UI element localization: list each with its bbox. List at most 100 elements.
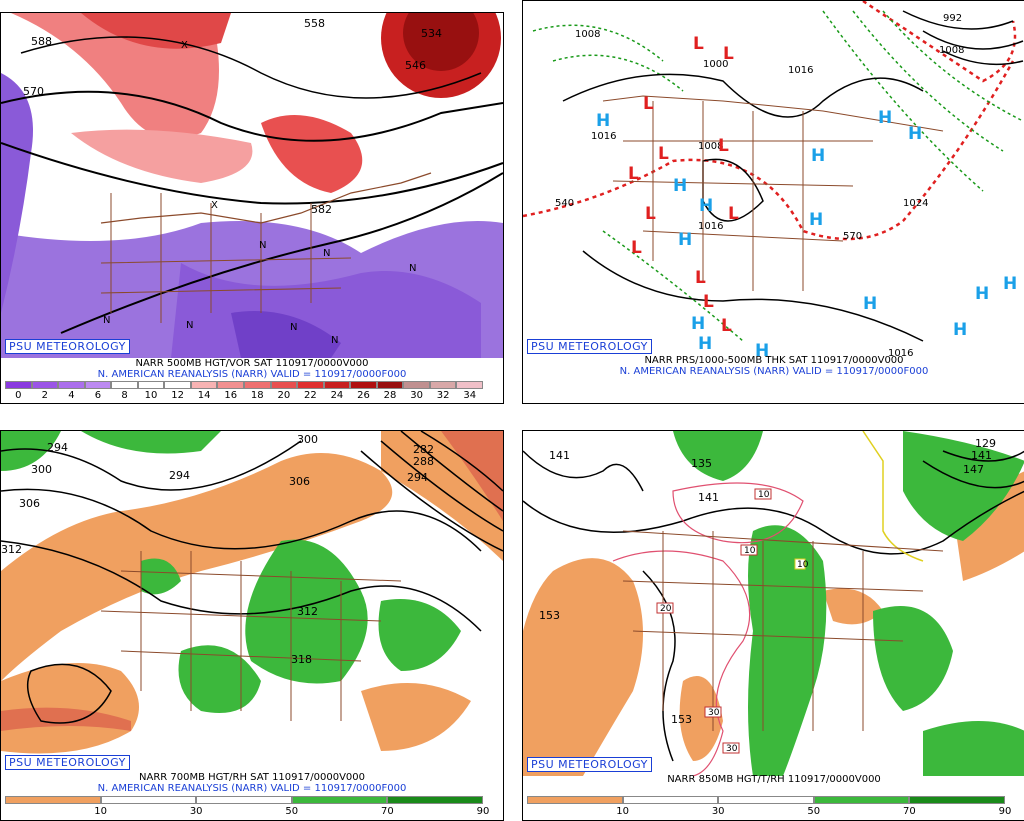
height-contour: [1, 142, 503, 205]
color-scale: [5, 796, 483, 804]
vort-purple-region: [231, 311, 341, 358]
isobar-label: 1008: [939, 45, 964, 56]
height-contour: [1, 488, 482, 552]
color-scale-swatch: [403, 381, 430, 389]
color-scale-swatch: [376, 381, 404, 389]
rh-dry-region: [953, 471, 1024, 581]
color-scale-label: 16: [224, 390, 238, 401]
color-scale-swatch: [909, 796, 1005, 804]
rh-moist-region: [903, 431, 1024, 541]
rh-dry-region: [441, 431, 503, 521]
vort-min-marker: N: [259, 240, 266, 251]
low-pressure-marker: L: [728, 204, 739, 224]
color-scale-label: 10: [616, 806, 629, 817]
rh-moist-region: [245, 539, 368, 684]
color-scale: [527, 796, 1005, 804]
rh-moist-region: [178, 645, 261, 713]
psu-meteorology-label: PSU METEOROLOGY: [5, 755, 130, 770]
low-pressure-marker: L: [723, 44, 734, 64]
contour-label: 141: [698, 491, 719, 504]
isobar-label: 1024: [903, 198, 928, 209]
color-scale-label: 18: [250, 390, 264, 401]
low-pressure-marker: L: [658, 144, 669, 164]
color-scale-swatch: [137, 381, 165, 389]
isobar: [582, 250, 924, 342]
isobar-label: 992: [943, 13, 962, 24]
isobar-label: 1016: [698, 221, 723, 232]
high-pressure-marker: H: [673, 176, 687, 196]
rh-dry-region: [361, 683, 471, 751]
contour-label: 141: [971, 449, 992, 462]
color-scale: [5, 381, 483, 389]
color-scale-label: 30: [711, 806, 725, 817]
psu-meteorology-label: PSU METEOROLOGY: [527, 339, 652, 354]
high-pressure-marker: H: [1003, 274, 1017, 294]
contour-label: 282: [413, 443, 434, 456]
high-pressure-marker: H: [755, 341, 769, 356]
isobar: [562, 73, 924, 118]
color-scale-label: 2: [41, 390, 49, 401]
rh-moist-region: [748, 525, 827, 776]
high-pressure-marker: H: [953, 320, 967, 340]
color-scale-labels: 0 2 4 6 8 10 12 14 16 18 20 22 24 26 28 30 32 34: [5, 390, 483, 402]
color-scale-swatch: [164, 381, 191, 389]
contour-label: 546: [405, 59, 426, 72]
color-scale-label: 10: [94, 806, 107, 817]
isobar: [702, 158, 764, 222]
high-pressure-marker: H: [809, 210, 823, 230]
high-pressure-marker: H: [678, 230, 692, 250]
rh-dry-region: [523, 558, 643, 776]
vort-max-marker: X: [211, 200, 218, 211]
low-pressure-marker: L: [718, 136, 729, 156]
color-scale-label: 14: [197, 390, 211, 401]
color-scale-label: 6: [94, 390, 102, 401]
color-scale-swatch: [323, 381, 351, 389]
panel-subtitle: N. AMERICAN REANALYSIS (NARR) VALID = 11…: [97, 783, 407, 794]
color-scale-swatch: [111, 381, 138, 389]
rh-dry-region: [1, 453, 393, 681]
isobar-label: 1016: [788, 65, 813, 76]
vort-min-marker: N: [290, 322, 297, 333]
height-contour: [523, 450, 644, 492]
vort-red-region: [81, 13, 231, 49]
vort-min-marker: N: [331, 335, 338, 346]
contour-label: 147: [963, 463, 984, 476]
rh-moist-region: [378, 599, 461, 671]
isotherm-label: 10: [797, 560, 809, 570]
color-scale-label: 32: [436, 390, 450, 401]
thickness-contour: [532, 10, 1024, 342]
state-borders: [110, 193, 312, 323]
rh-moist-region: [81, 431, 221, 454]
color-scale-label: 26: [357, 390, 370, 401]
panel-pressure-thickness: 1008 1016 1000 1008 992 1016 1024 1016 1…: [522, 0, 1024, 404]
vort-max-marker: X: [181, 40, 188, 51]
color-scale-swatch: [387, 796, 483, 804]
height-contour: [360, 431, 503, 552]
color-scale-swatch: [291, 796, 388, 804]
color-scale-swatch: [217, 381, 244, 389]
color-scale-swatch: [190, 381, 218, 389]
isotherm: [672, 482, 804, 544]
isotherm-label: 10: [744, 546, 756, 556]
isotherm-freezing: [862, 431, 924, 562]
rh-850mb-map: 141 135 141 153 153 129 141 147 10 10 20…: [523, 431, 1024, 776]
low-pressure-marker: L: [643, 94, 654, 114]
color-scale-label: 30: [410, 390, 423, 401]
high-pressure-marker: H: [863, 294, 877, 314]
color-scale-swatch: [58, 381, 85, 389]
contour-label: 294: [169, 469, 190, 482]
height-contour: [60, 172, 503, 334]
color-scale-swatch: [100, 796, 197, 804]
contour-label: 534: [421, 27, 442, 40]
vorticity-map: 558 546 570 588 582 534 N N N N N N N X …: [1, 13, 503, 358]
isobar: [902, 10, 1024, 66]
color-scale-label: 50: [285, 806, 299, 817]
contour-label: 318: [291, 653, 312, 666]
contour-label: 294: [47, 441, 68, 454]
color-scale-label: 12: [171, 390, 184, 401]
color-scale-swatch: [527, 796, 623, 804]
isotherm-label: 30: [708, 708, 720, 718]
color-scale-label: 10: [144, 390, 158, 401]
contour-label: 312: [1, 543, 22, 556]
high-pressure-marker: H: [699, 196, 713, 216]
